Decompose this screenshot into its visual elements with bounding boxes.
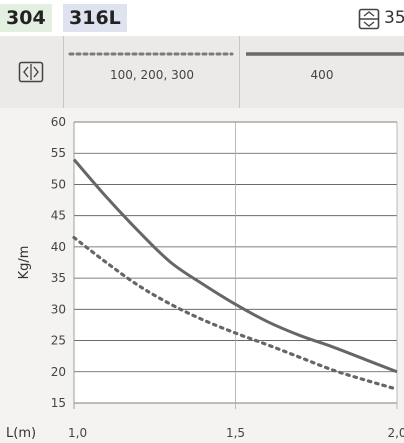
series-line-dotted <box>72 235 399 391</box>
y-axis-label: Kg/m <box>17 246 32 280</box>
weight-length-chart: 15 20 25 30 35 40 45 50 55 60 1,0 1,5 2,0 L(m) Kg/m <box>6 115 404 441</box>
legend-band <box>0 36 404 108</box>
y-tick-label: 35 <box>51 271 66 285</box>
legend-divider <box>63 36 64 108</box>
x-tick-label: 1,5 <box>226 426 245 440</box>
y-tick-label: 25 <box>51 334 66 348</box>
legend-label-solid: 400 <box>310 68 334 82</box>
series-line-solid <box>72 158 398 374</box>
x-tick-label: 1,0 <box>68 426 87 440</box>
wire-spacing-icon[interactable] <box>358 8 380 30</box>
width-arrows-icon[interactable] <box>18 61 44 83</box>
y-tick-label: 60 <box>51 115 66 129</box>
legend-swatch-dotted <box>68 52 234 56</box>
y-tick-label: 15 <box>51 396 66 410</box>
x-axis-label: L(m) <box>6 426 36 441</box>
y-tick-label: 45 <box>51 209 66 223</box>
x-tick-label: 2,0 <box>387 426 404 440</box>
y-tick-label: 30 <box>51 302 66 316</box>
legend-label-dotted: 100, 200, 300 <box>110 68 194 82</box>
y-tick-label: 55 <box>51 146 66 160</box>
y-tick-label: 50 <box>51 177 66 191</box>
legend-swatch-solid <box>246 52 404 56</box>
material-tag-304[interactable]: 304 <box>0 4 52 32</box>
y-tick-label: 20 <box>51 365 66 379</box>
wire-spacing-value: 35 <box>384 8 404 28</box>
y-tick-label: 40 <box>51 240 66 254</box>
material-tag-316l[interactable]: 316L <box>63 4 127 32</box>
legend-divider <box>239 36 240 108</box>
